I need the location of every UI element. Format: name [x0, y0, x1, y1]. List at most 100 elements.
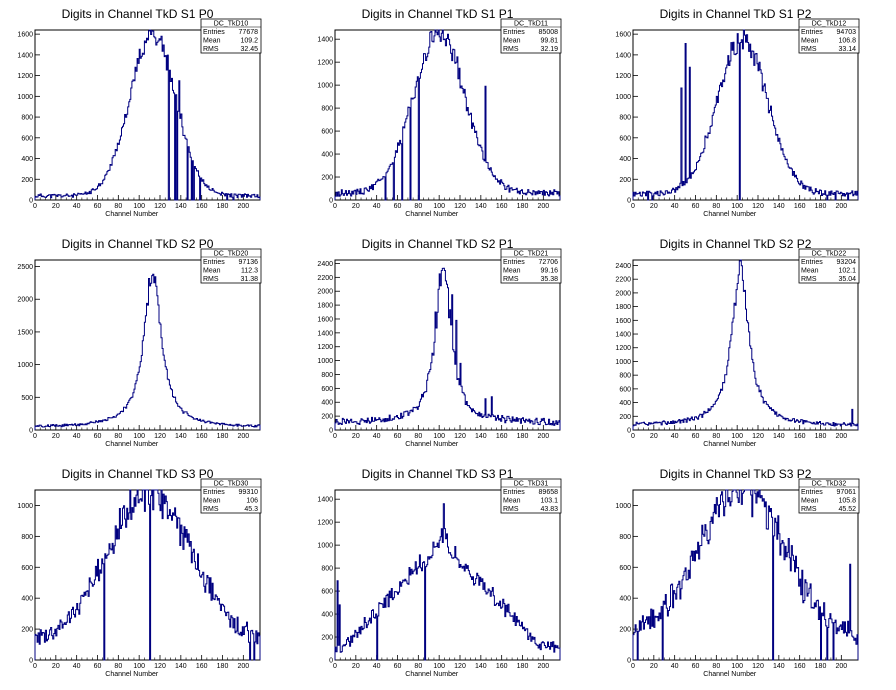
x-tick-label: 140 — [773, 203, 785, 210]
histogram-line — [334, 503, 561, 661]
y-tick-label: 1600 — [615, 318, 631, 325]
x-tick-label: 0 — [333, 663, 337, 670]
histogram-line — [334, 29, 561, 201]
stats-value: 106.8 — [838, 38, 856, 45]
y-tick-label: 800 — [619, 534, 631, 541]
y-tick-label: 800 — [21, 115, 33, 122]
x-tick-label: 40 — [373, 203, 381, 210]
x-axis-label: Channel Number — [105, 211, 159, 218]
x-axis-label: Channel Number — [105, 441, 159, 448]
x-tick-label: 0 — [333, 203, 337, 210]
y-tick-label: 2000 — [615, 290, 631, 297]
y-tick-label: 2400 — [615, 263, 631, 270]
stats-value: 106 — [246, 498, 258, 505]
stats-value: 99310 — [239, 489, 259, 496]
y-tick-label: 0 — [329, 198, 333, 205]
y-tick-label: 1400 — [317, 37, 333, 44]
y-tick-label: 200 — [321, 175, 333, 182]
x-tick-label: 80 — [414, 203, 422, 210]
stats-label: RMS — [503, 276, 519, 283]
x-tick-label: 60 — [94, 663, 102, 670]
x-tick-label: 180 — [815, 433, 827, 440]
y-tick-label: 1200 — [317, 520, 333, 527]
stats-label: Mean — [203, 498, 221, 505]
stats-label: RMS — [801, 276, 817, 283]
x-tick-label: 60 — [94, 433, 102, 440]
x-tick-label: 20 — [52, 203, 60, 210]
plot-title: Digits in Channel TkD S3 P1 — [362, 467, 514, 481]
stats-value: 32.45 — [240, 46, 258, 53]
x-tick-label: 180 — [217, 203, 229, 210]
y-tick-label: 1000 — [17, 503, 33, 510]
y-tick-label: 400 — [321, 400, 333, 407]
x-tick-label: 100 — [133, 663, 145, 670]
x-tick-label: 80 — [712, 203, 720, 210]
stats-value: 32.19 — [540, 46, 558, 53]
x-tick-label: 60 — [394, 203, 402, 210]
plot-title: Digits in Channel TkD S1 P1 — [362, 7, 514, 21]
plot-frame — [34, 29, 261, 201]
y-tick-label: 200 — [321, 635, 333, 642]
stats-value: 77678 — [239, 29, 259, 36]
stats-label: Entries — [203, 259, 225, 266]
y-tick-label: 1400 — [317, 330, 333, 337]
x-tick-label: 200 — [237, 663, 249, 670]
y-tick-label: 1800 — [615, 304, 631, 311]
stats-label: RMS — [503, 506, 519, 513]
y-tick-label: 500 — [21, 395, 33, 402]
x-tick-label: 40 — [73, 663, 81, 670]
y-tick-label: 0 — [627, 658, 631, 665]
x-tick-label: 0 — [631, 663, 635, 670]
x-tick-label: 160 — [196, 203, 208, 210]
x-tick-label: 40 — [671, 663, 679, 670]
y-tick-label: 200 — [321, 414, 333, 421]
x-tick-label: 180 — [815, 663, 827, 670]
stats-value: 72706 — [539, 259, 559, 266]
y-tick-label: 600 — [321, 129, 333, 136]
stats-value: 102.1 — [838, 268, 856, 275]
x-tick-label: 140 — [475, 203, 487, 210]
x-axis-label: Channel Number — [405, 671, 459, 678]
x-tick-label: 60 — [692, 663, 700, 670]
x-tick-label: 100 — [731, 203, 743, 210]
stats-label: Entries — [503, 259, 525, 266]
stats-value: 109.2 — [240, 38, 258, 45]
y-tick-label: 1400 — [615, 52, 631, 59]
y-tick-label: 2000 — [317, 289, 333, 296]
x-tick-label: 80 — [114, 663, 122, 670]
histogram-panel: Digits in Channel TkD S3 P2 0 20 40 60 80 100 1… — [615, 467, 860, 678]
y-tick-label: 1000 — [615, 359, 631, 366]
plot-title: Digits in Channel TkD S3 P0 — [62, 467, 214, 481]
x-tick-label: 200 — [237, 433, 249, 440]
x-tick-label: 100 — [133, 203, 145, 210]
stats-box — [500, 478, 562, 514]
x-tick-label: 120 — [454, 433, 466, 440]
stats-value: 31.38 — [240, 276, 258, 283]
histogram-panel: Digits in Channel TkD S1 P0 0 20 40 60 80 100 1… — [17, 7, 262, 218]
stats-label: Mean — [801, 268, 819, 275]
stats-label: RMS — [801, 46, 817, 53]
stats-label: RMS — [203, 46, 219, 53]
stats-box — [798, 248, 860, 284]
y-tick-label: 1000 — [615, 503, 631, 510]
x-tick-label: 140 — [475, 663, 487, 670]
x-tick-label: 100 — [133, 433, 145, 440]
x-tick-label: 180 — [517, 203, 529, 210]
x-tick-label: 200 — [835, 203, 847, 210]
y-tick-label: 200 — [21, 627, 33, 634]
y-tick-label: 800 — [619, 373, 631, 380]
y-tick-label: 1000 — [317, 543, 333, 550]
stats-box — [500, 18, 562, 54]
stats-label: Mean — [203, 38, 221, 45]
y-tick-label: 2200 — [615, 277, 631, 284]
x-tick-label: 80 — [114, 203, 122, 210]
y-tick-label: 200 — [619, 177, 631, 184]
y-tick-label: 200 — [21, 177, 33, 184]
x-tick-label: 40 — [73, 433, 81, 440]
histogram-line — [34, 29, 261, 201]
stats-value: 97061 — [837, 489, 857, 496]
y-tick-label: 0 — [29, 428, 33, 435]
y-tick-label: 600 — [619, 565, 631, 572]
y-tick-label: 600 — [321, 386, 333, 393]
x-tick-label: 80 — [414, 663, 422, 670]
